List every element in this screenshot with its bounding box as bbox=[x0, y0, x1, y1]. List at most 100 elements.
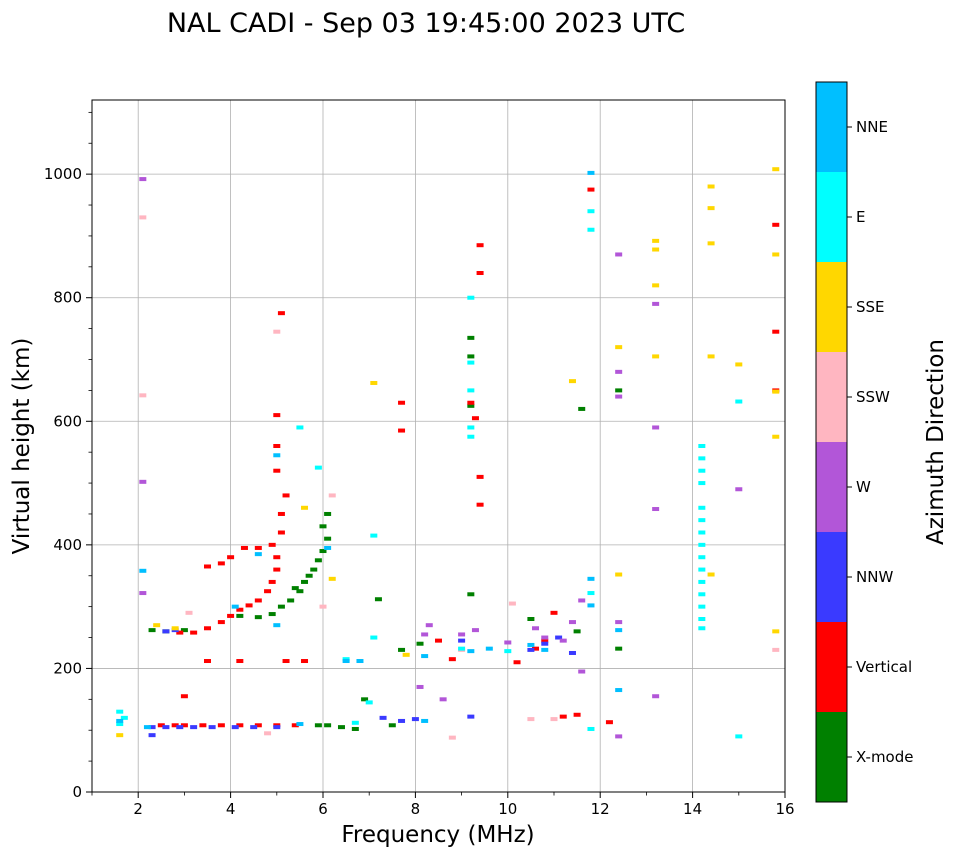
data-point-ssw bbox=[273, 329, 281, 334]
y-tick-label: 400 bbox=[53, 536, 82, 554]
colorbar-tick-label: E bbox=[856, 208, 865, 226]
data-point-w bbox=[615, 620, 623, 625]
data-point-ssw bbox=[139, 393, 147, 398]
x-tick-label: 14 bbox=[683, 800, 702, 818]
colorbar-segment bbox=[816, 262, 847, 352]
data-point-x-mode bbox=[527, 617, 535, 621]
data-point-e bbox=[587, 591, 595, 596]
data-point-e bbox=[698, 481, 706, 486]
data-point-vertical bbox=[772, 329, 780, 334]
data-point-sse bbox=[707, 241, 715, 246]
data-point-nnw bbox=[231, 725, 239, 730]
x-tick-label: 16 bbox=[775, 800, 794, 818]
data-point-vertical bbox=[277, 311, 285, 316]
data-point-e bbox=[120, 715, 128, 720]
data-point-nnw bbox=[148, 733, 156, 738]
data-point-nnw bbox=[148, 725, 156, 730]
data-point-x-mode bbox=[314, 723, 322, 728]
data-point-sse bbox=[772, 389, 780, 394]
data-point-x-mode bbox=[236, 613, 244, 618]
data-point-w bbox=[139, 591, 147, 596]
data-point-x-mode bbox=[319, 524, 327, 529]
data-point-x-mode bbox=[467, 335, 475, 340]
data-point-vertical bbox=[204, 659, 211, 664]
data-point-vertical bbox=[541, 638, 549, 643]
data-point-nne bbox=[587, 170, 595, 175]
colorbar-tick-label: X-mode bbox=[856, 748, 913, 766]
data-point-vertical bbox=[277, 511, 285, 516]
data-point-vertical bbox=[171, 723, 179, 728]
data-point-x-mode bbox=[467, 592, 475, 597]
data-point-vertical bbox=[217, 620, 225, 625]
x-tick-label: 2 bbox=[133, 800, 143, 818]
data-point-w bbox=[652, 694, 660, 699]
data-point-vertical bbox=[199, 723, 207, 728]
data-point-x-mode bbox=[324, 536, 332, 541]
y-axis-label: Virtual height (km) bbox=[9, 338, 35, 555]
data-point-ssw bbox=[448, 735, 456, 740]
data-point-x-mode bbox=[268, 612, 276, 617]
data-point-x-mode bbox=[291, 586, 299, 591]
data-point-vertical bbox=[467, 400, 475, 405]
data-point-nne bbox=[273, 623, 281, 628]
data-point-vertical bbox=[227, 555, 235, 560]
x-tick-label: 6 bbox=[318, 800, 328, 818]
data-point-nne bbox=[615, 628, 623, 633]
data-point-w bbox=[652, 301, 660, 306]
data-point-x-mode bbox=[467, 403, 475, 408]
data-point-nne bbox=[587, 603, 595, 608]
data-point-vertical bbox=[217, 561, 225, 566]
data-point-x-mode bbox=[287, 598, 295, 603]
data-point-sse bbox=[328, 576, 336, 581]
data-point-x-mode bbox=[416, 641, 424, 646]
data-point-ssw bbox=[772, 647, 780, 652]
data-point-x-mode bbox=[578, 406, 586, 411]
data-point-e bbox=[698, 468, 706, 473]
colorbar-segment bbox=[816, 172, 847, 262]
x-tick-label: 10 bbox=[498, 800, 517, 818]
data-point-e bbox=[314, 465, 322, 470]
data-point-nne bbox=[139, 568, 147, 573]
data-point-w bbox=[559, 638, 567, 643]
data-point-vertical bbox=[398, 428, 406, 433]
data-point-e bbox=[735, 399, 743, 404]
data-point-e bbox=[698, 592, 706, 597]
data-point-nne bbox=[467, 649, 475, 654]
data-point-vertical bbox=[476, 271, 484, 275]
data-point-e bbox=[698, 456, 706, 461]
data-point-x-mode bbox=[296, 589, 304, 594]
data-point-nne bbox=[615, 688, 623, 693]
data-point-nne bbox=[143, 725, 151, 730]
data-point-vertical bbox=[471, 416, 479, 421]
data-point-nnw bbox=[273, 725, 281, 730]
data-point-sse bbox=[370, 380, 378, 385]
data-point-vertical bbox=[180, 723, 188, 728]
data-point-nnw bbox=[555, 635, 563, 640]
data-point-e bbox=[698, 518, 706, 523]
data-point-nne bbox=[485, 646, 493, 651]
data-point-vertical bbox=[587, 187, 595, 192]
data-point-sse bbox=[615, 345, 623, 350]
data-point-vertical bbox=[282, 493, 290, 498]
data-point-vertical bbox=[559, 714, 567, 719]
data-point-sse bbox=[707, 206, 715, 211]
data-point-sse bbox=[772, 252, 780, 257]
data-point-vertical bbox=[476, 474, 484, 479]
data-point-nne bbox=[231, 604, 239, 609]
data-point-e bbox=[467, 434, 475, 439]
data-point-w bbox=[578, 669, 586, 674]
chart-title: NAL CADI - Sep 03 19:45:00 2023 UTC bbox=[167, 8, 685, 39]
data-point-vertical bbox=[532, 646, 540, 651]
data-point-sse bbox=[707, 184, 715, 189]
data-point-e bbox=[504, 649, 512, 654]
data-point-w bbox=[615, 394, 623, 399]
data-point-vertical bbox=[550, 610, 558, 615]
data-point-nnw bbox=[208, 725, 216, 730]
data-point-nne bbox=[116, 718, 124, 723]
data-point-w bbox=[615, 252, 623, 257]
data-point-sse bbox=[707, 572, 715, 577]
data-point-vertical bbox=[236, 659, 244, 664]
data-point-e bbox=[296, 425, 304, 430]
data-point-w bbox=[458, 632, 466, 637]
data-point-w bbox=[615, 369, 623, 374]
